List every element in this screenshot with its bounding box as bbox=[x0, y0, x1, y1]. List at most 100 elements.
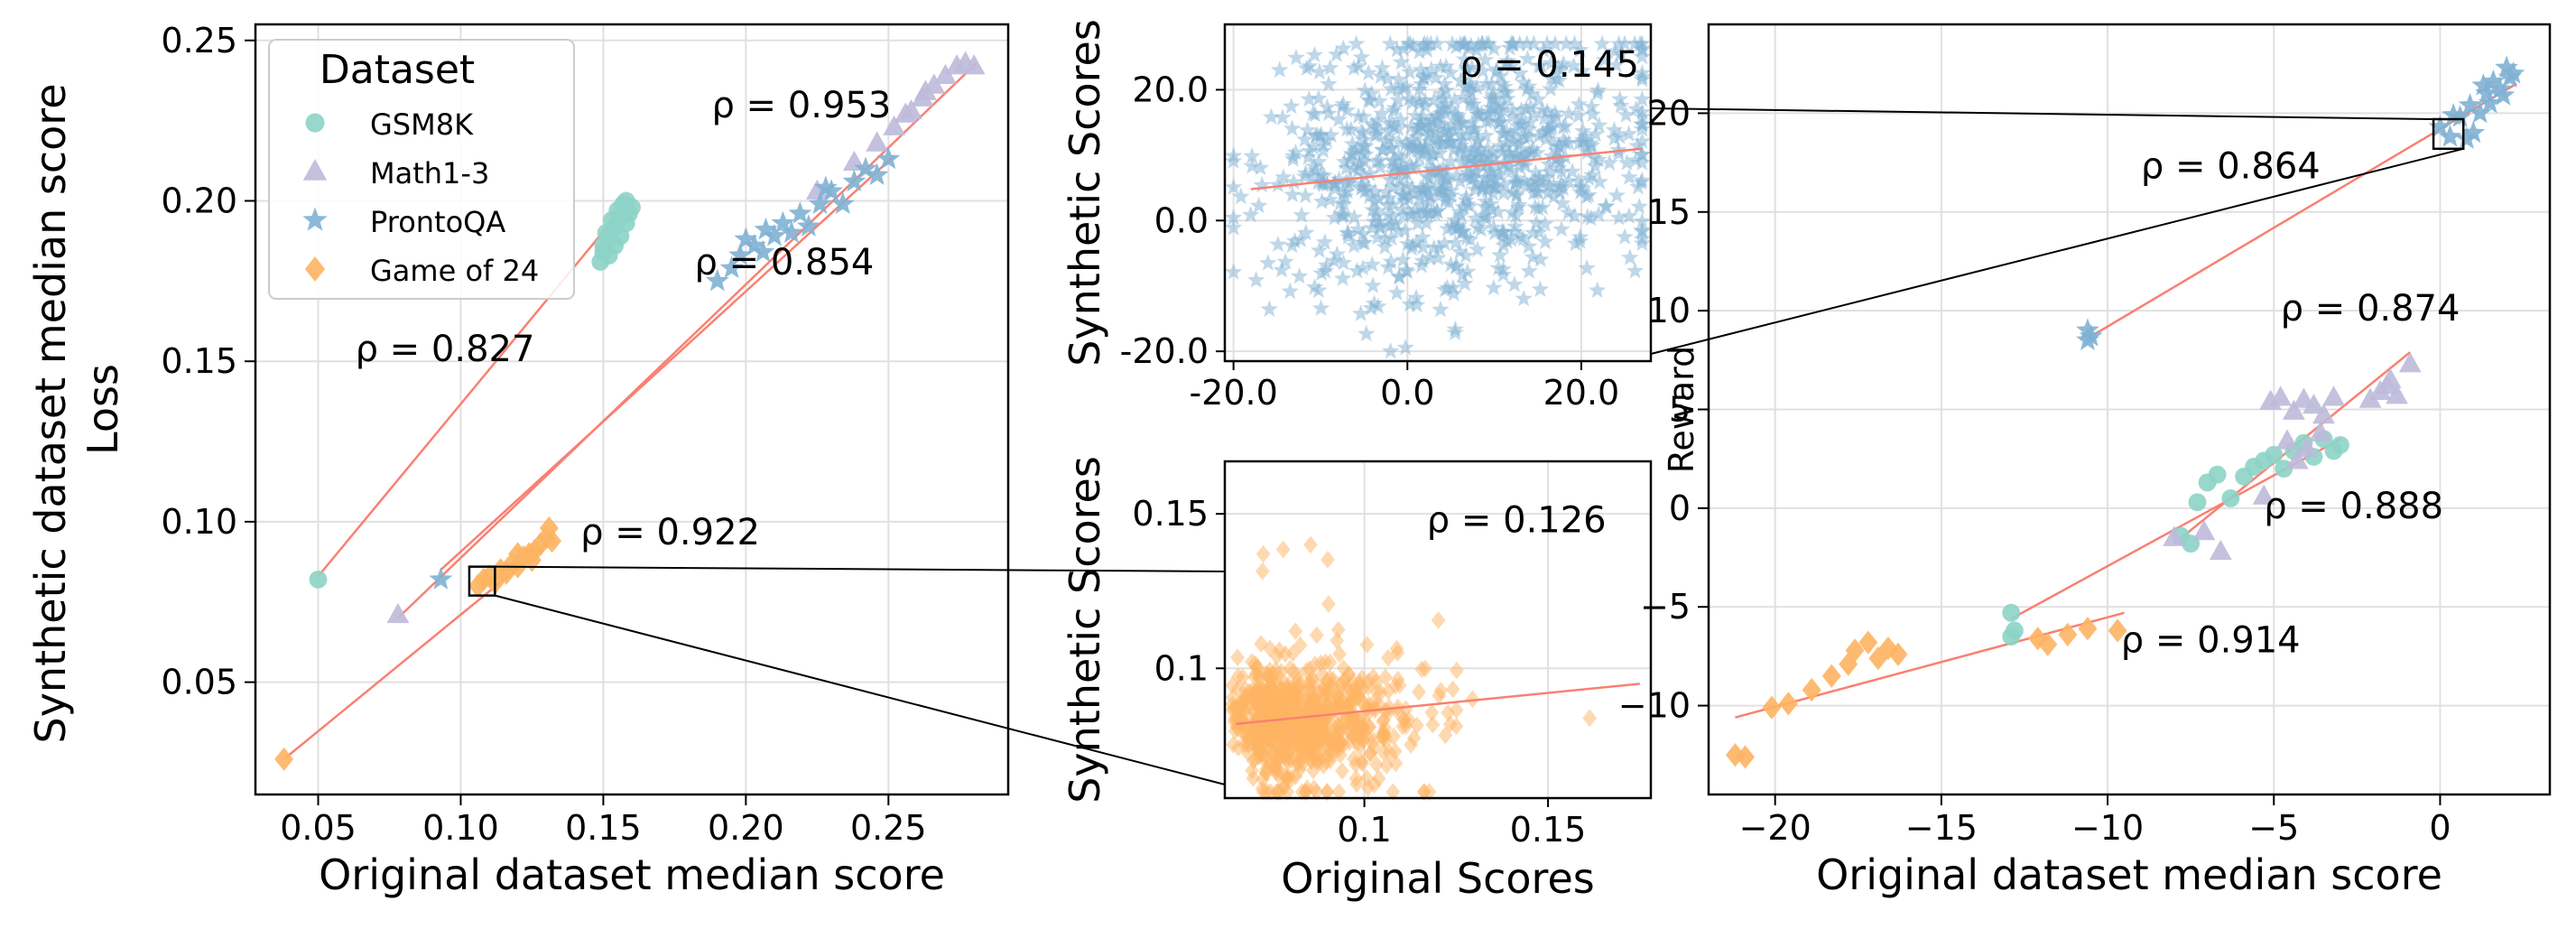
data-point bbox=[1325, 209, 1344, 226]
data-point bbox=[1485, 39, 1503, 57]
data-point bbox=[1368, 674, 1384, 692]
data-point bbox=[1354, 258, 1372, 276]
data-point bbox=[1609, 144, 1628, 162]
data-point bbox=[1378, 701, 1393, 720]
zoom-box bbox=[2432, 117, 2465, 151]
data-point bbox=[2285, 449, 2309, 469]
rho-annotation: ρ = 0.914 bbox=[2121, 620, 2301, 662]
data-point bbox=[1492, 112, 1510, 130]
data-point bbox=[2488, 77, 2512, 100]
data-point bbox=[1446, 219, 1464, 237]
data-point bbox=[1368, 120, 1387, 138]
data-point bbox=[1626, 151, 1645, 168]
data-point bbox=[508, 542, 528, 566]
data-point bbox=[788, 201, 812, 224]
data-point bbox=[1583, 166, 1601, 183]
data-point bbox=[1539, 183, 1557, 201]
data-point bbox=[1368, 111, 1386, 129]
data-point bbox=[1445, 90, 1464, 108]
rho-annotation: ρ = 0.953 bbox=[711, 85, 891, 126]
data-point bbox=[1612, 44, 1630, 62]
data-point bbox=[754, 217, 778, 240]
data-point bbox=[1243, 157, 1261, 174]
data-point bbox=[1429, 129, 1447, 146]
data-point bbox=[1383, 178, 1402, 196]
data-point bbox=[1581, 134, 1600, 152]
data-point bbox=[1467, 175, 1486, 192]
data-point bbox=[1461, 230, 1479, 247]
data-point bbox=[1421, 151, 1440, 168]
legend: Dataset GSM8K Math1-3 ProntoQA Game of 24 bbox=[268, 39, 575, 300]
data-point bbox=[1437, 57, 1455, 74]
rho-annotation: ρ = 0.874 bbox=[2281, 288, 2460, 330]
data-point bbox=[1249, 196, 1268, 214]
data-point bbox=[1511, 64, 1529, 81]
data-point bbox=[1559, 203, 1578, 220]
data-point bbox=[1401, 34, 1420, 51]
data-point bbox=[1311, 299, 1330, 316]
data-point bbox=[1318, 175, 1337, 192]
data-point bbox=[1447, 37, 1466, 55]
data-point bbox=[1275, 727, 1291, 746]
data-point bbox=[1382, 139, 1400, 156]
data-point bbox=[1376, 230, 1395, 247]
data-point bbox=[1487, 62, 1506, 80]
x-tick-label: 0.25 bbox=[850, 808, 927, 848]
x-tick-label: 0.20 bbox=[708, 808, 784, 848]
data-point bbox=[1406, 107, 1424, 124]
data-point bbox=[1607, 56, 1626, 73]
data-point bbox=[1463, 58, 1481, 76]
data-point bbox=[1633, 89, 1652, 107]
data-point bbox=[1550, 137, 1568, 155]
data-point bbox=[1413, 107, 1432, 125]
data-point bbox=[1565, 34, 1584, 51]
data-point bbox=[1573, 179, 1592, 196]
data-point bbox=[1410, 42, 1429, 60]
data-point bbox=[1274, 168, 1293, 185]
data-point bbox=[1438, 171, 1456, 188]
data-point bbox=[1371, 218, 1389, 236]
data-point bbox=[1378, 195, 1396, 213]
data-point bbox=[1595, 51, 1614, 68]
data-point bbox=[1626, 262, 1645, 279]
data-point bbox=[1348, 139, 1367, 156]
data-point bbox=[2501, 61, 2525, 84]
data-point bbox=[1381, 341, 1400, 359]
data-point bbox=[1413, 196, 1432, 214]
data-point bbox=[1389, 221, 1407, 238]
data-point bbox=[1381, 648, 1395, 667]
data-point bbox=[2208, 465, 2227, 484]
y-axis-label: Loss bbox=[79, 364, 127, 455]
data-point bbox=[1550, 159, 1568, 176]
data-point bbox=[1389, 80, 1407, 98]
data-point bbox=[1421, 248, 1440, 266]
data-point bbox=[1633, 234, 1652, 251]
data-point bbox=[1629, 178, 1647, 195]
data-point bbox=[1547, 70, 1565, 87]
data-point bbox=[2282, 399, 2305, 420]
data-point bbox=[1397, 77, 1415, 95]
data-point bbox=[1306, 693, 1321, 712]
data-point bbox=[842, 169, 866, 192]
data-point bbox=[1288, 767, 1303, 785]
data-point bbox=[1414, 68, 1432, 85]
data-point bbox=[1487, 178, 1506, 195]
data-point bbox=[1457, 142, 1475, 160]
data-point bbox=[1412, 60, 1430, 78]
data-point bbox=[1389, 639, 1404, 658]
data-point bbox=[2252, 484, 2275, 505]
data-point bbox=[616, 214, 635, 233]
data-point bbox=[2295, 437, 2319, 458]
data-point bbox=[1524, 34, 1543, 51]
data-point bbox=[1333, 207, 1352, 225]
data-point bbox=[2076, 318, 2099, 341]
data-point bbox=[1413, 75, 1431, 92]
data-point bbox=[1552, 163, 1571, 181]
data-point bbox=[2079, 323, 2103, 347]
data-point bbox=[1285, 685, 1301, 704]
data-point bbox=[866, 131, 889, 152]
data-point bbox=[1341, 664, 1357, 683]
data-point bbox=[1379, 205, 1397, 222]
data-point bbox=[1246, 769, 1261, 787]
data-point bbox=[1413, 251, 1432, 269]
